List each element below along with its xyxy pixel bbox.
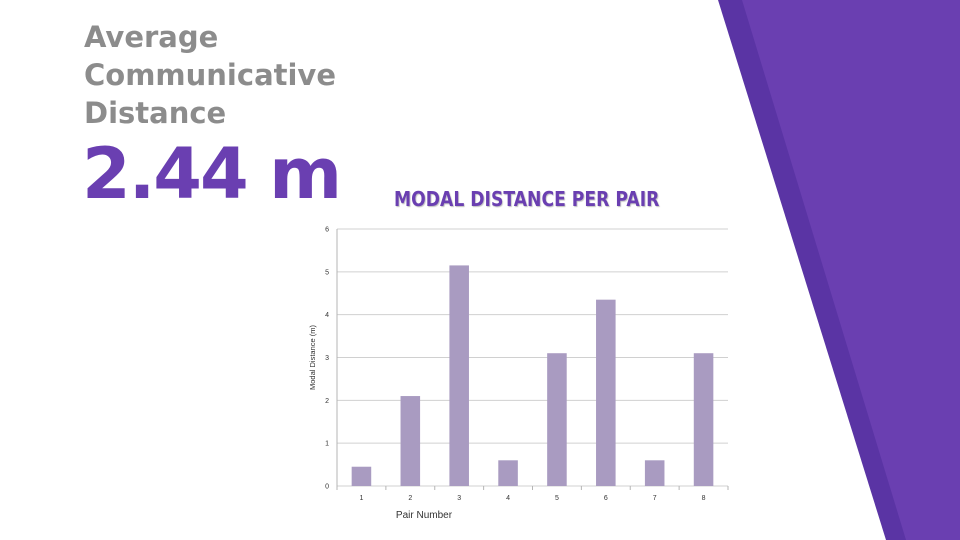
bar-pair-4 xyxy=(498,460,518,486)
slide-heading: Average Communicative Distance xyxy=(84,20,337,130)
x-tick-label: 7 xyxy=(653,495,657,502)
y-tick-label: 1 xyxy=(325,441,329,448)
bar-pair-8 xyxy=(693,353,714,486)
average-distance-value: 2.44 m xyxy=(82,133,342,215)
bar-pair-7 xyxy=(644,460,665,486)
chart-title: MODAL DISTANCE PER PAIR xyxy=(394,187,660,211)
bar-pair-1 xyxy=(351,466,372,486)
y-tick-label: 4 xyxy=(325,312,329,319)
x-tick-label: 6 xyxy=(604,495,608,502)
y-tick-label: 2 xyxy=(325,398,329,405)
x-tick-label: 3 xyxy=(457,495,461,502)
y-axis-title: Modal Distance (m) xyxy=(308,324,317,390)
bar-pair-5 xyxy=(547,353,567,486)
bar-pair-6 xyxy=(596,299,616,486)
bar-chart: 0 1 2 3 4 5 6 1 2 3 4 5 6 7 8 Pair Number Modal Distance… xyxy=(308,227,729,521)
x-tick-label: 1 xyxy=(359,495,363,502)
x-tick-label: 4 xyxy=(506,495,510,502)
y-tick-label: 6 xyxy=(325,227,329,234)
x-tick-label: 2 xyxy=(408,495,412,502)
panel-light-face xyxy=(742,0,960,540)
bar-pair-3 xyxy=(449,265,469,486)
x-tick-label: 8 xyxy=(702,495,706,502)
bar-pair-2 xyxy=(400,396,421,486)
x-axis-title: Pair Number xyxy=(396,510,453,521)
x-tick-label: 5 xyxy=(555,495,559,502)
y-tick-label: 5 xyxy=(325,269,329,276)
y-tick-label: 3 xyxy=(325,355,329,362)
y-tick-label: 0 xyxy=(325,484,329,491)
